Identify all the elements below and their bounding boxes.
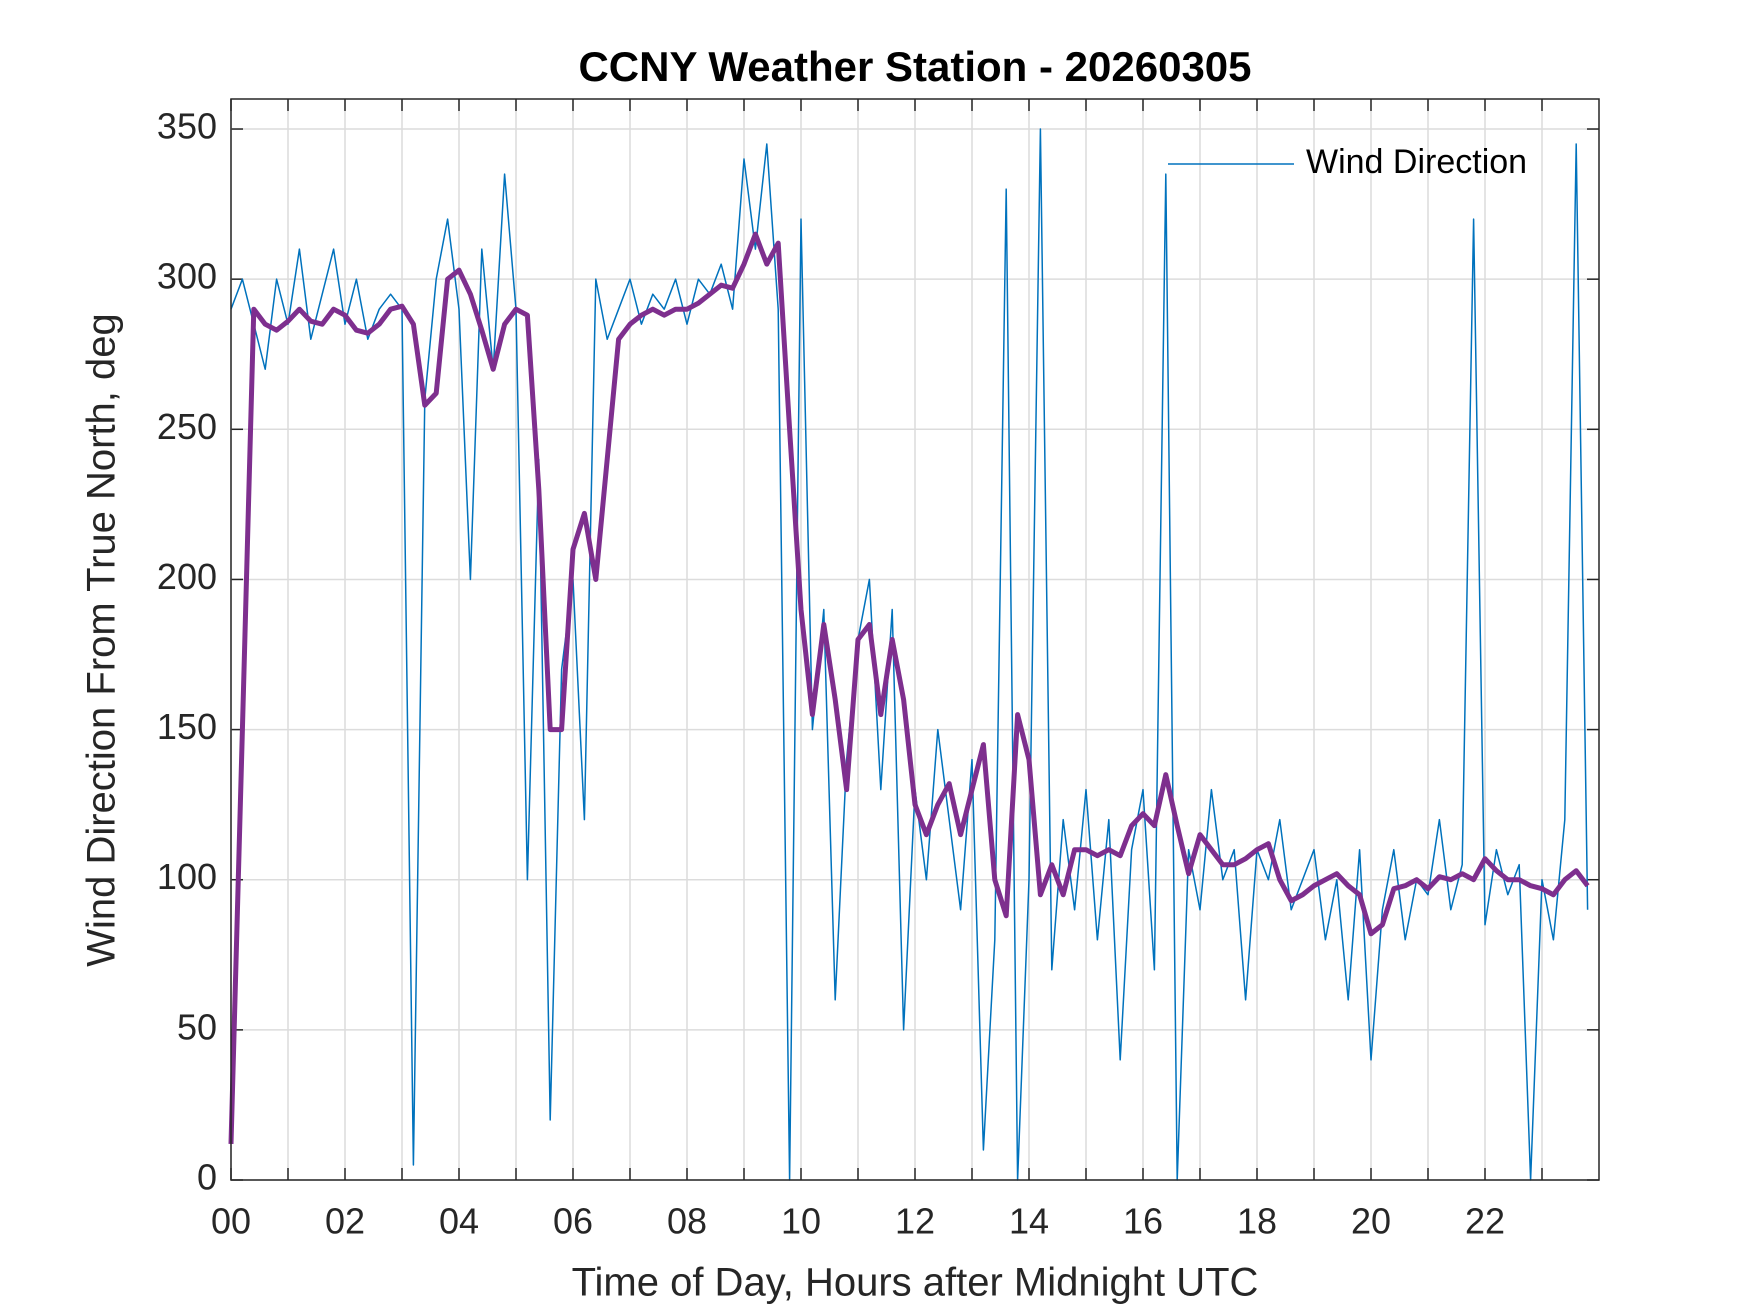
x-tick-label: 16 [1123, 1201, 1163, 1242]
x-tick-label: 08 [667, 1201, 707, 1242]
y-tick-label: 300 [157, 256, 217, 297]
x-axis-label: Time of Day, Hours after Midnight UTC [572, 1261, 1259, 1305]
x-tick-label: 14 [1009, 1201, 1049, 1242]
y-tick-label: 200 [157, 556, 217, 597]
y-tick-label: 250 [157, 406, 217, 447]
x-tick-label: 18 [1237, 1201, 1277, 1242]
x-tick-label: 06 [553, 1201, 593, 1242]
plot-frame [230, 98, 1600, 1181]
y-tick-label: 150 [157, 706, 217, 747]
x-tick-label: 00 [211, 1201, 251, 1242]
x-tick-label: 12 [895, 1201, 935, 1242]
y-tick-label: 0 [197, 1157, 217, 1198]
x-tick-label: 10 [781, 1201, 821, 1242]
series-line [230, 128, 1589, 1181]
y-tick-label: 350 [157, 106, 217, 147]
legend-label: Wind Direction [1306, 143, 1527, 181]
x-tick-label: 04 [439, 1201, 479, 1242]
x-tick-label: 02 [325, 1201, 365, 1242]
y-tick-label: 50 [177, 1006, 217, 1047]
series-line [228, 231, 1590, 1145]
x-tick-label: 20 [1351, 1201, 1391, 1242]
chart-title: CCNY Weather Station - 20260305 [578, 43, 1251, 90]
y-axis-label: Wind Direction From True North, deg [80, 313, 124, 967]
x-tick-label: 22 [1465, 1201, 1505, 1242]
y-tick-label: 100 [157, 856, 217, 897]
